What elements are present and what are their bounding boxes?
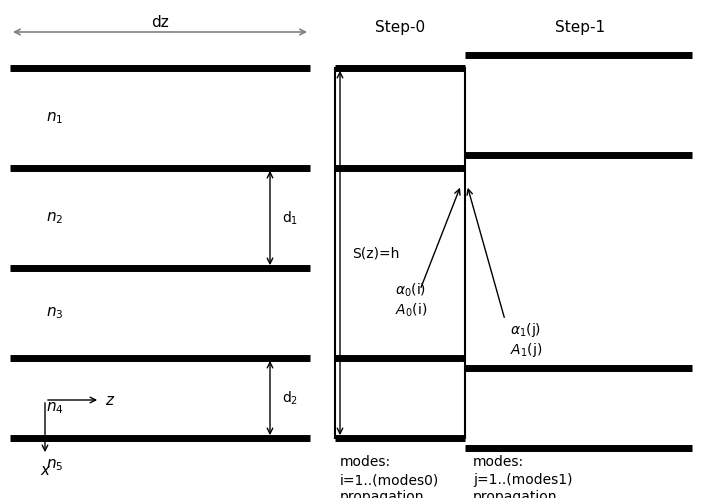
Text: $\alpha_1$(j): $\alpha_1$(j): [510, 321, 541, 339]
Text: S(z)=h: S(z)=h: [352, 246, 399, 260]
Text: $A_1$(j): $A_1$(j): [510, 341, 542, 359]
Text: propagation: propagation: [340, 490, 425, 498]
Text: d$_1$: d$_1$: [282, 209, 298, 227]
Text: $A_0$(i): $A_0$(i): [395, 301, 428, 319]
Text: propagation: propagation: [473, 490, 557, 498]
Text: Step-0: Step-0: [375, 20, 425, 35]
Text: n$_2$: n$_2$: [46, 210, 64, 226]
Text: modes:: modes:: [473, 455, 524, 469]
Text: j=1..(modes1): j=1..(modes1): [473, 473, 573, 487]
Text: Step-1: Step-1: [555, 20, 605, 35]
Text: z: z: [105, 392, 113, 407]
Text: $\alpha_0$(i): $\alpha_0$(i): [395, 281, 426, 299]
Text: i=1..(modes0): i=1..(modes0): [340, 473, 439, 487]
Text: dz: dz: [151, 15, 169, 30]
Text: x: x: [41, 463, 50, 478]
Text: n$_5$: n$_5$: [46, 457, 64, 473]
Text: modes:: modes:: [340, 455, 391, 469]
Text: n$_4$: n$_4$: [46, 400, 64, 416]
Text: n$_3$: n$_3$: [46, 305, 64, 321]
Text: d$_2$: d$_2$: [282, 389, 298, 407]
Text: n$_1$: n$_1$: [46, 110, 64, 126]
